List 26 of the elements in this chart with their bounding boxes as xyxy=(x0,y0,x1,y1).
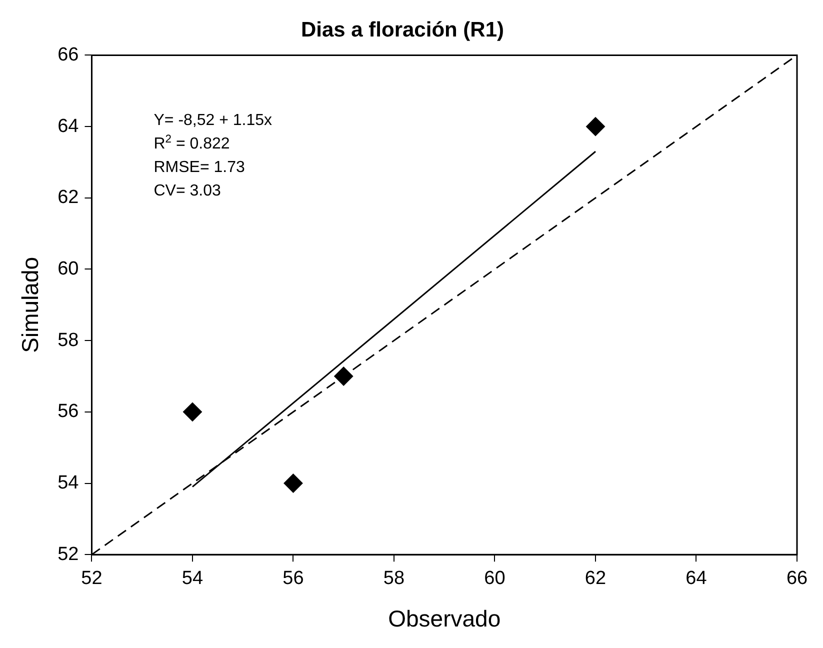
x-tick-label: 62 xyxy=(584,568,606,590)
y-tick-label: 54 xyxy=(58,472,80,494)
y-tick-label: 56 xyxy=(58,401,79,422)
point xyxy=(284,474,303,493)
point xyxy=(182,402,202,422)
x-tick-label: 54 xyxy=(182,568,204,590)
y-tick-label: 66 xyxy=(58,44,79,66)
y-tick-label: 52 xyxy=(58,544,79,565)
x-axis-title: Observado xyxy=(388,606,501,632)
y-tick-label: 58 xyxy=(58,330,79,351)
y-axis-title: Simulado xyxy=(17,256,44,353)
point xyxy=(586,117,605,136)
y-tick-label: 60 xyxy=(58,258,79,280)
x-tick-label: 56 xyxy=(282,568,304,590)
y-tick-label: 62 xyxy=(58,187,79,208)
x-tick-label: 60 xyxy=(484,568,506,590)
x-tick-label: 52 xyxy=(81,568,102,590)
x-tick-label: 58 xyxy=(383,568,405,590)
point xyxy=(334,366,354,386)
annotation: RMSE= 1.73 xyxy=(154,159,245,176)
x-tick-label: 64 xyxy=(686,568,708,590)
x-tick-label: 66 xyxy=(786,568,808,590)
y-tick-label: 64 xyxy=(58,116,80,137)
annotation: CV= 3.03 xyxy=(154,182,221,200)
annotation: Y= -8,52 + 1.15x xyxy=(154,112,272,130)
chart-title: Dias a floración (R1) xyxy=(300,18,504,42)
